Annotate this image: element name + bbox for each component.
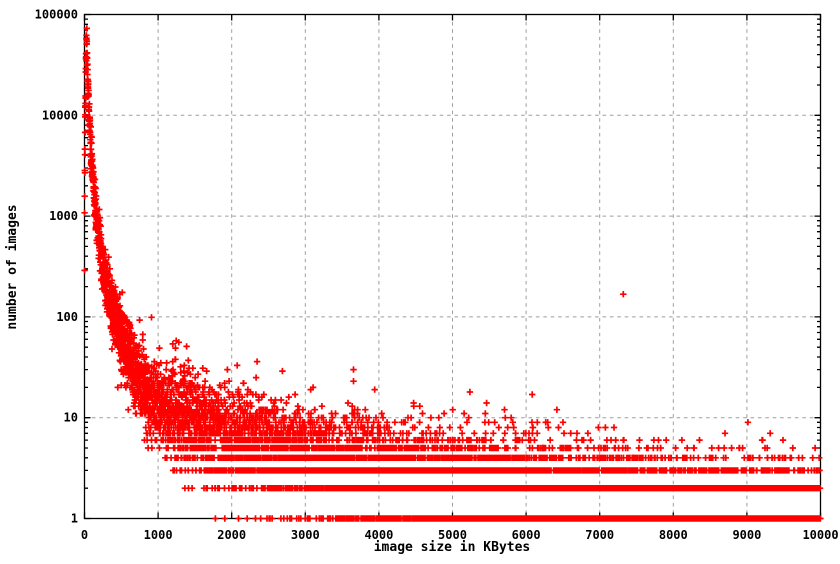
x-tick-label: 2000 xyxy=(217,528,246,542)
x-tick-label: 5000 xyxy=(438,528,467,542)
tick-labels-layer: 0 1000 2000 3000 4000 5000 6000 7000 8000 9000 100… xyxy=(35,8,839,543)
outlier-points xyxy=(148,291,794,474)
y-tick-label: 100 xyxy=(56,310,78,324)
y-tick-label: 10 xyxy=(64,411,78,425)
grid-lines xyxy=(84,14,821,519)
y-tick-label: 1000 xyxy=(49,209,78,223)
y-tick-label: 10000 xyxy=(42,108,78,122)
x-tick-label: 0 xyxy=(81,528,88,542)
x-tick-label: 8000 xyxy=(659,528,688,542)
x-tick-label: 9000 xyxy=(732,528,761,542)
x-tick-label: 6000 xyxy=(512,528,541,542)
y-axis-label: number of images xyxy=(5,204,20,329)
x-tick-label: 3000 xyxy=(291,528,320,542)
x-tick-label: 1000 xyxy=(144,528,173,542)
x-axis-label: image size in KBytes xyxy=(374,540,531,555)
x-tick-label: 4000 xyxy=(364,528,393,542)
x-tick-label: 7000 xyxy=(585,528,614,542)
y-tick-label: 1 xyxy=(71,512,78,526)
x-tick-label: 10000 xyxy=(802,528,838,542)
data-points-layer xyxy=(81,25,824,522)
grid-layer xyxy=(84,14,821,519)
data-points xyxy=(81,25,824,522)
y-tick-label: 100000 xyxy=(35,8,78,22)
